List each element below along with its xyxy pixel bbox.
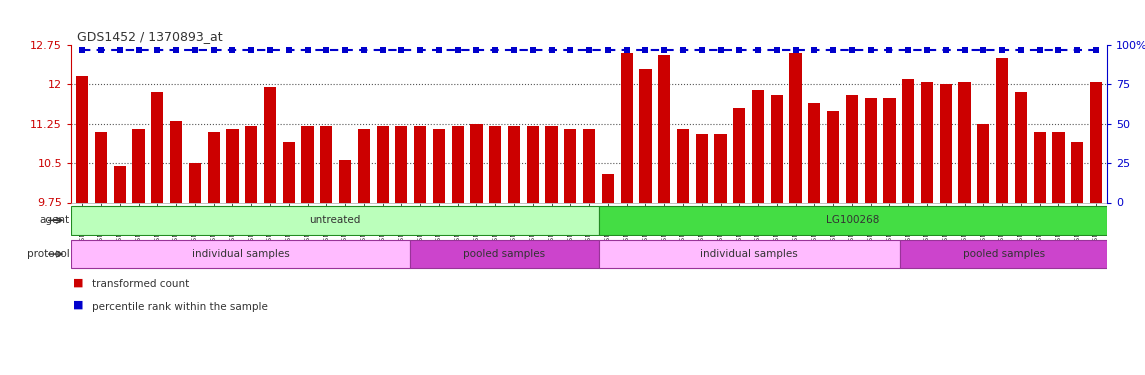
Bar (583, 129, 595, 203)
Bar (921, 82, 933, 203)
Bar (599, 206, 1107, 235)
Bar (263, 87, 276, 202)
Text: untreated: untreated (309, 215, 361, 225)
Bar (1034, 132, 1045, 203)
Bar (71, 206, 599, 235)
Bar (864, 98, 877, 202)
Bar (527, 126, 539, 202)
Bar (846, 95, 858, 202)
Bar (940, 84, 951, 203)
Bar (714, 134, 727, 202)
Text: transformed count: transformed count (92, 279, 189, 290)
Bar (602, 174, 614, 202)
Bar (790, 53, 802, 202)
Bar (433, 129, 445, 203)
Bar (977, 124, 989, 202)
Bar (827, 111, 839, 202)
Bar (169, 121, 182, 202)
Text: percentile rank within the sample: percentile rank within the sample (92, 302, 268, 312)
Bar (733, 108, 745, 202)
Bar (883, 98, 895, 202)
Bar (321, 126, 332, 202)
Bar (996, 58, 1009, 202)
Text: individual samples: individual samples (701, 249, 798, 259)
Bar (599, 240, 900, 268)
Bar (283, 142, 295, 202)
Bar (677, 129, 689, 203)
Text: pooled samples: pooled samples (464, 249, 545, 259)
Text: pooled samples: pooled samples (963, 249, 1044, 259)
Bar (451, 126, 464, 202)
Bar (902, 79, 915, 203)
Bar (71, 240, 410, 268)
Bar (564, 129, 576, 203)
Bar (357, 129, 370, 203)
Text: ■: ■ (73, 300, 84, 310)
Bar (639, 69, 652, 203)
Bar (377, 126, 388, 202)
Bar (395, 126, 408, 202)
Bar (1052, 132, 1065, 203)
Bar (696, 134, 708, 202)
Bar (410, 240, 599, 268)
Bar (414, 126, 426, 202)
Text: agent: agent (40, 215, 70, 225)
Bar (808, 103, 821, 202)
Bar (77, 76, 88, 203)
Bar (489, 126, 502, 202)
Text: LG100268: LG100268 (827, 215, 879, 225)
Bar (151, 92, 164, 202)
Bar (771, 95, 783, 202)
Bar (113, 166, 126, 202)
Bar (95, 132, 108, 203)
Text: ■: ■ (73, 278, 84, 288)
Bar (207, 132, 220, 203)
Bar (339, 160, 352, 202)
Bar (658, 56, 670, 202)
Bar (227, 129, 238, 203)
Bar (301, 126, 314, 202)
Bar (900, 240, 1107, 268)
Bar (1014, 92, 1027, 202)
Bar (508, 126, 520, 202)
Bar (471, 124, 482, 202)
Bar (245, 126, 258, 202)
Bar (621, 53, 633, 202)
Bar (133, 129, 144, 203)
Text: individual samples: individual samples (191, 249, 290, 259)
Bar (1090, 82, 1101, 203)
Text: protocol: protocol (27, 249, 70, 259)
Text: GDS1452 / 1370893_at: GDS1452 / 1370893_at (77, 30, 222, 43)
Bar (752, 90, 764, 202)
Bar (1071, 142, 1083, 202)
Bar (958, 82, 971, 203)
Bar (545, 126, 558, 202)
Bar (189, 163, 202, 202)
